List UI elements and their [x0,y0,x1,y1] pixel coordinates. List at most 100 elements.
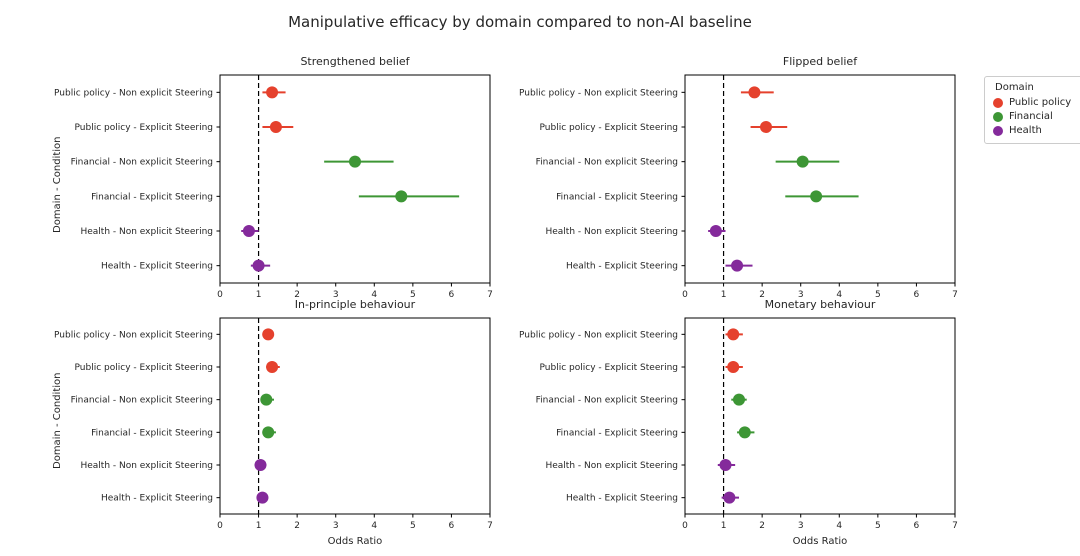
plot-svg: 0 1 2 3 4 5 6 7 Public policy - Non explicit Ste… [54,317,493,531]
data-point [266,361,279,373]
y-tick-label: Health - Explicit Steering [566,494,678,504]
legend-item-label: Financial [1009,111,1053,122]
data-point [727,328,740,341]
data-point [262,328,275,341]
x-tick-label: 0 [217,290,223,300]
y-tick-label: Financial - Explicit Steering [556,428,678,438]
subplot-title: Flipped belief [782,55,858,68]
x-tick-label: 5 [875,290,881,300]
y-tick-label: Public policy - Non explicit Steering [54,330,213,340]
y-tick-label: Public policy - Explicit Steering [540,363,678,373]
data-point [262,426,275,439]
data-point [723,491,736,504]
x-tick-label: 1 [721,290,727,300]
x-tick-label: 7 [487,521,493,531]
x-tick-label: 3 [798,521,804,531]
data-point [242,225,255,237]
y-tick-label: Health - Explicit Steering [101,262,213,272]
y-tick-label: Financial - Non explicit Steering [71,158,213,168]
x-tick-label: 6 [914,521,920,531]
data-point [260,393,273,406]
subplot-strengthened-belief: Strengthened belief 0 1 2 3 4 5 6 7 Public polic… [40,55,510,305]
x-tick-label: 3 [798,290,804,300]
x-tick-label: 5 [875,521,881,531]
public-policy-swatch-icon [993,97,1003,108]
data-point [269,121,282,133]
x-tick-label: 0 [217,521,223,531]
y-tick-label: Financial - Non explicit Steering [71,396,213,406]
legend-item-label: Public policy [1009,97,1072,108]
x-tick-label: 6 [449,521,455,531]
y-tick-label: Financial - Explicit Steering [556,192,678,202]
legend-item-health: Health [993,125,1080,136]
data-point [796,155,809,168]
y-tick-label: Financial - Explicit Steering [91,192,213,202]
x-tick-label: 4 [371,290,377,300]
x-tick-label: 7 [952,290,958,300]
plot-svg: 0 1 2 3 4 5 6 7 Public policy - Non explicit Ste… [519,317,958,531]
x-tick-label: 0 [682,521,688,531]
legend-item-financial: Financial [993,111,1080,122]
data-point [727,361,740,373]
subplot-title: Strengthened belief [300,55,410,68]
x-tick-label: 0 [682,290,688,300]
subplot-in-principle-behaviour: In-principle behaviour 0 1 2 3 4 5 6 7 Public po… [40,298,510,548]
figure-title: Manipulative efficacy by domain compared… [288,13,752,31]
data-point [748,86,761,99]
x-tick-label: 4 [371,521,377,531]
financial-swatch-icon [993,111,1003,122]
x-tick-label: 1 [721,521,727,531]
plot-frame [219,74,491,284]
y-tick-label: Public policy - Non explicit Steering [54,88,213,98]
plot-frame [219,317,491,515]
plot-svg: 0 1 2 3 4 5 6 7 Public policy - Non explicit Ste… [519,74,958,300]
subplot-title: Monetary behaviour [764,298,876,311]
legend-title: Domain [995,82,1034,93]
y-tick-label: Financial - Non explicit Steering [536,396,678,406]
x-tick-label: 4 [836,290,842,300]
x-tick-label: 5 [410,290,416,300]
x-tick-label: 2 [759,290,765,300]
x-tick-label: 5 [410,521,416,531]
health-swatch-icon [993,125,1003,136]
x-tick-label: 4 [836,521,842,531]
data-point [709,225,722,237]
data-point [256,491,269,504]
data-point [349,155,361,168]
x-tick-label: 6 [914,290,920,300]
y-tick-label: Financial - Non explicit Steering [536,158,678,168]
y-tick-label: Public policy - Non explicit Steering [519,330,678,340]
x-axis-label-right: Odds Ratio [792,536,848,547]
data-point [719,459,732,471]
subplot-flipped-belief: Flipped belief 0 1 2 3 4 5 6 7 Public policy - N… [505,55,975,305]
data-point [254,459,267,471]
data-point [733,393,745,406]
plot-frame [684,317,956,515]
subplot-monetary-behaviour: Monetary behaviour 0 1 2 3 4 5 6 7 Public policy… [505,298,975,548]
y-tick-label: Health - Non explicit Steering [80,227,213,237]
data-point [810,190,823,203]
x-tick-label: 7 [487,290,493,300]
subplot-title: In-principle behaviour [294,298,416,311]
y-tick-label: Public policy - Explicit Steering [75,363,213,373]
data-point [731,259,744,272]
y-tick-label: Health - Explicit Steering [566,262,678,272]
plot-frame [684,74,956,284]
data-point [252,259,265,272]
x-tick-label: 2 [759,521,765,531]
x-axis-label-left: Odds Ratio [327,536,383,547]
data-point [760,121,772,133]
x-tick-label: 6 [449,290,455,300]
x-tick-label: 2 [294,290,300,300]
legend-item-public-policy: Public policy [993,97,1080,108]
plot-svg: 0 1 2 3 4 5 6 7 Public policy - Non explicit Ste… [54,74,493,300]
x-tick-label: 3 [333,521,339,531]
y-tick-label: Health - Explicit Steering [101,494,213,504]
y-tick-label: Public policy - Explicit Steering [540,123,678,133]
y-tick-label: Health - Non explicit Steering [80,461,213,471]
data-point [395,190,408,203]
x-tick-label: 2 [294,521,300,531]
y-tick-label: Public policy - Non explicit Steering [519,88,678,98]
y-tick-label: Health - Non explicit Steering [545,461,678,471]
data-point [738,426,751,439]
